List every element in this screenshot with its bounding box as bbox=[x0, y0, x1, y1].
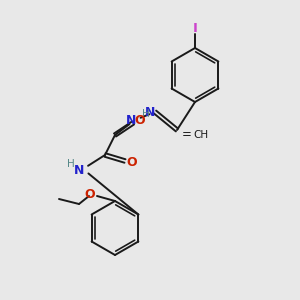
Text: I: I bbox=[193, 22, 197, 34]
Text: O: O bbox=[127, 155, 137, 169]
Text: N: N bbox=[74, 164, 84, 176]
Text: H: H bbox=[142, 109, 150, 119]
Text: N: N bbox=[145, 106, 155, 119]
Text: N: N bbox=[126, 115, 136, 128]
Text: CH: CH bbox=[193, 130, 208, 140]
Text: =: = bbox=[182, 128, 192, 142]
Text: H: H bbox=[67, 159, 75, 169]
Text: O: O bbox=[85, 188, 95, 200]
Text: O: O bbox=[135, 115, 145, 128]
